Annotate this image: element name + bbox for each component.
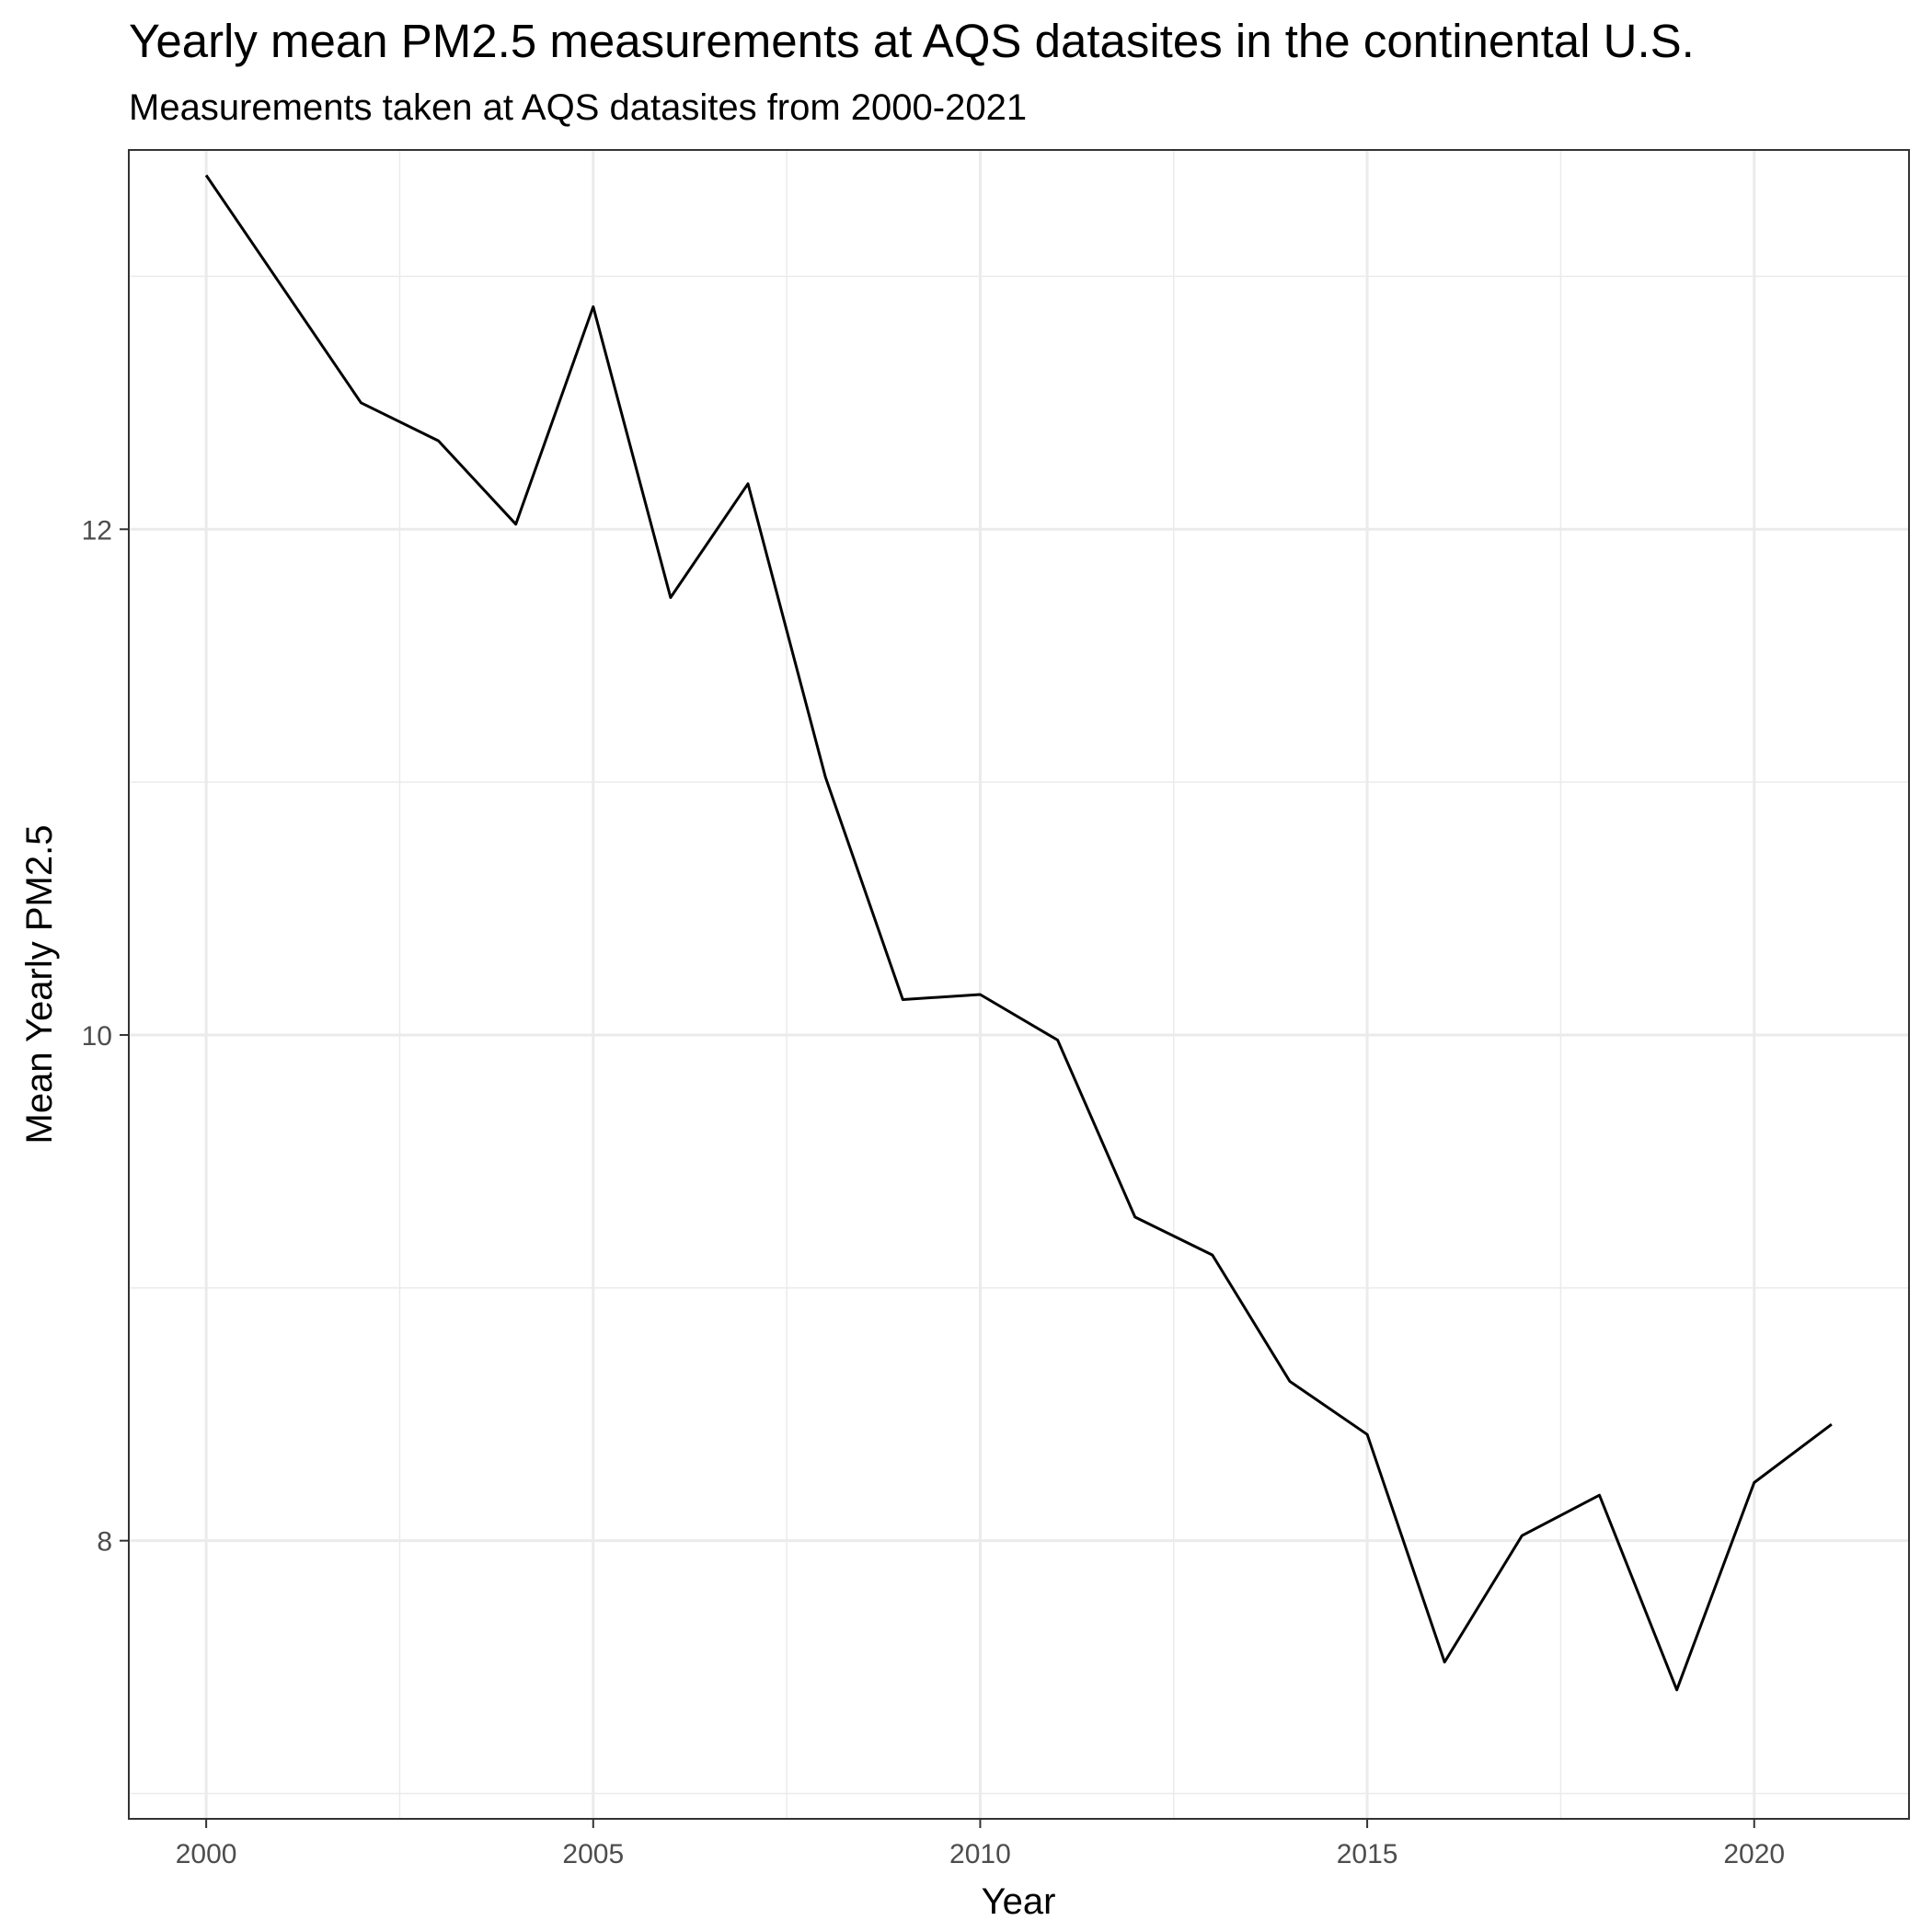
x-axis-tick-labels: 2000 2005 2010 2015 2020 bbox=[176, 1839, 1785, 1869]
plot-panel bbox=[129, 150, 1909, 1819]
chart-title: Yearly mean PM2.5 measurements at AQS da… bbox=[129, 15, 1695, 67]
y-axis-title: Mean Yearly PM2.5 bbox=[19, 825, 60, 1144]
x-tick-label: 2010 bbox=[949, 1839, 1011, 1869]
y-axis-tick-labels: 8 10 12 bbox=[82, 515, 112, 1557]
y-tick-label: 10 bbox=[82, 1021, 112, 1052]
x-axis-title: Year bbox=[982, 1881, 1056, 1922]
x-tick-label: 2020 bbox=[1723, 1839, 1785, 1869]
plot-border bbox=[128, 149, 1910, 1820]
x-tick-label: 2005 bbox=[562, 1839, 624, 1869]
x-tick-label: 2015 bbox=[1337, 1839, 1398, 1869]
minor-gridlines bbox=[129, 150, 1909, 1819]
y-tick-label: 8 bbox=[97, 1527, 112, 1558]
major-gridlines bbox=[129, 150, 1909, 1819]
x-tick-label: 2000 bbox=[176, 1839, 237, 1869]
chart-subtitle: Measurements taken at AQS datasites from… bbox=[129, 87, 1027, 128]
series-line-pm25 bbox=[204, 174, 1833, 1692]
y-axis-ticks bbox=[120, 528, 129, 1542]
y-tick-label: 12 bbox=[82, 515, 112, 546]
x-axis-ticks bbox=[205, 1819, 1755, 1828]
